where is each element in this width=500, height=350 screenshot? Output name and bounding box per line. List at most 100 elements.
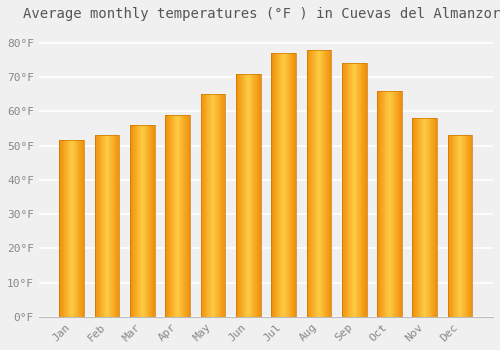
Bar bbox=[350, 63, 351, 317]
Bar bbox=[324, 50, 326, 317]
Bar bbox=[111, 135, 112, 317]
Bar bbox=[238, 74, 239, 317]
Bar bbox=[328, 50, 329, 317]
Bar bbox=[184, 115, 185, 317]
Bar bbox=[148, 125, 149, 317]
Bar bbox=[433, 118, 434, 317]
Bar bbox=[468, 135, 469, 317]
Bar bbox=[249, 74, 250, 317]
Bar bbox=[181, 115, 182, 317]
Bar bbox=[288, 53, 290, 317]
Bar bbox=[130, 125, 155, 317]
Bar bbox=[381, 91, 382, 317]
Bar bbox=[436, 118, 437, 317]
Bar bbox=[74, 140, 75, 317]
Bar bbox=[359, 63, 360, 317]
Bar bbox=[330, 50, 331, 317]
Bar bbox=[219, 94, 220, 317]
Bar bbox=[384, 91, 386, 317]
Bar bbox=[152, 125, 153, 317]
Bar bbox=[149, 125, 150, 317]
Bar bbox=[294, 53, 295, 317]
Bar bbox=[150, 125, 152, 317]
Bar bbox=[102, 135, 103, 317]
Bar bbox=[322, 50, 323, 317]
Bar bbox=[426, 118, 427, 317]
Bar bbox=[286, 53, 287, 317]
Bar bbox=[245, 74, 246, 317]
Bar bbox=[240, 74, 241, 317]
Bar bbox=[327, 50, 328, 317]
Bar bbox=[75, 140, 76, 317]
Bar bbox=[97, 135, 98, 317]
Bar bbox=[237, 74, 238, 317]
Bar bbox=[143, 125, 144, 317]
Bar bbox=[457, 135, 458, 317]
Bar bbox=[277, 53, 278, 317]
Bar bbox=[166, 115, 167, 317]
Bar bbox=[259, 74, 260, 317]
Bar bbox=[420, 118, 422, 317]
Bar bbox=[210, 94, 212, 317]
Bar bbox=[100, 135, 102, 317]
Bar bbox=[391, 91, 392, 317]
Bar bbox=[349, 63, 350, 317]
Bar bbox=[217, 94, 218, 317]
Bar bbox=[96, 135, 97, 317]
Bar bbox=[448, 135, 472, 317]
Bar bbox=[60, 140, 61, 317]
Bar bbox=[114, 135, 116, 317]
Bar bbox=[292, 53, 294, 317]
Bar bbox=[329, 50, 330, 317]
Bar bbox=[291, 53, 292, 317]
Bar bbox=[312, 50, 313, 317]
Bar bbox=[200, 94, 202, 317]
Bar bbox=[382, 91, 383, 317]
Bar bbox=[236, 74, 237, 317]
Bar bbox=[185, 115, 186, 317]
Bar bbox=[188, 115, 189, 317]
Bar bbox=[422, 118, 423, 317]
Bar bbox=[218, 94, 219, 317]
Bar bbox=[171, 115, 172, 317]
Bar bbox=[315, 50, 316, 317]
Bar bbox=[107, 135, 108, 317]
Bar bbox=[99, 135, 100, 317]
Bar bbox=[351, 63, 352, 317]
Bar bbox=[205, 94, 206, 317]
Bar bbox=[342, 63, 366, 317]
Bar bbox=[458, 135, 459, 317]
Bar bbox=[361, 63, 362, 317]
Bar bbox=[448, 135, 450, 317]
Bar bbox=[136, 125, 138, 317]
Bar bbox=[352, 63, 354, 317]
Bar bbox=[415, 118, 416, 317]
Bar bbox=[460, 135, 461, 317]
Bar bbox=[272, 53, 273, 317]
Bar bbox=[290, 53, 291, 317]
Bar bbox=[174, 115, 175, 317]
Bar bbox=[131, 125, 132, 317]
Bar bbox=[214, 94, 216, 317]
Bar bbox=[318, 50, 319, 317]
Bar bbox=[465, 135, 466, 317]
Bar bbox=[287, 53, 288, 317]
Bar bbox=[425, 118, 426, 317]
Bar bbox=[360, 63, 361, 317]
Bar bbox=[244, 74, 245, 317]
Bar bbox=[342, 63, 344, 317]
Bar bbox=[319, 50, 320, 317]
Bar bbox=[173, 115, 174, 317]
Bar bbox=[320, 50, 322, 317]
Bar bbox=[223, 94, 224, 317]
Bar bbox=[284, 53, 285, 317]
Bar bbox=[348, 63, 349, 317]
Bar bbox=[400, 91, 401, 317]
Bar bbox=[278, 53, 280, 317]
Bar bbox=[62, 140, 64, 317]
Bar bbox=[246, 74, 248, 317]
Title: Average monthly temperatures (°F ) in Cuevas del Almanzora: Average monthly temperatures (°F ) in Cu… bbox=[23, 7, 500, 21]
Bar bbox=[68, 140, 70, 317]
Bar bbox=[310, 50, 312, 317]
Bar bbox=[253, 74, 254, 317]
